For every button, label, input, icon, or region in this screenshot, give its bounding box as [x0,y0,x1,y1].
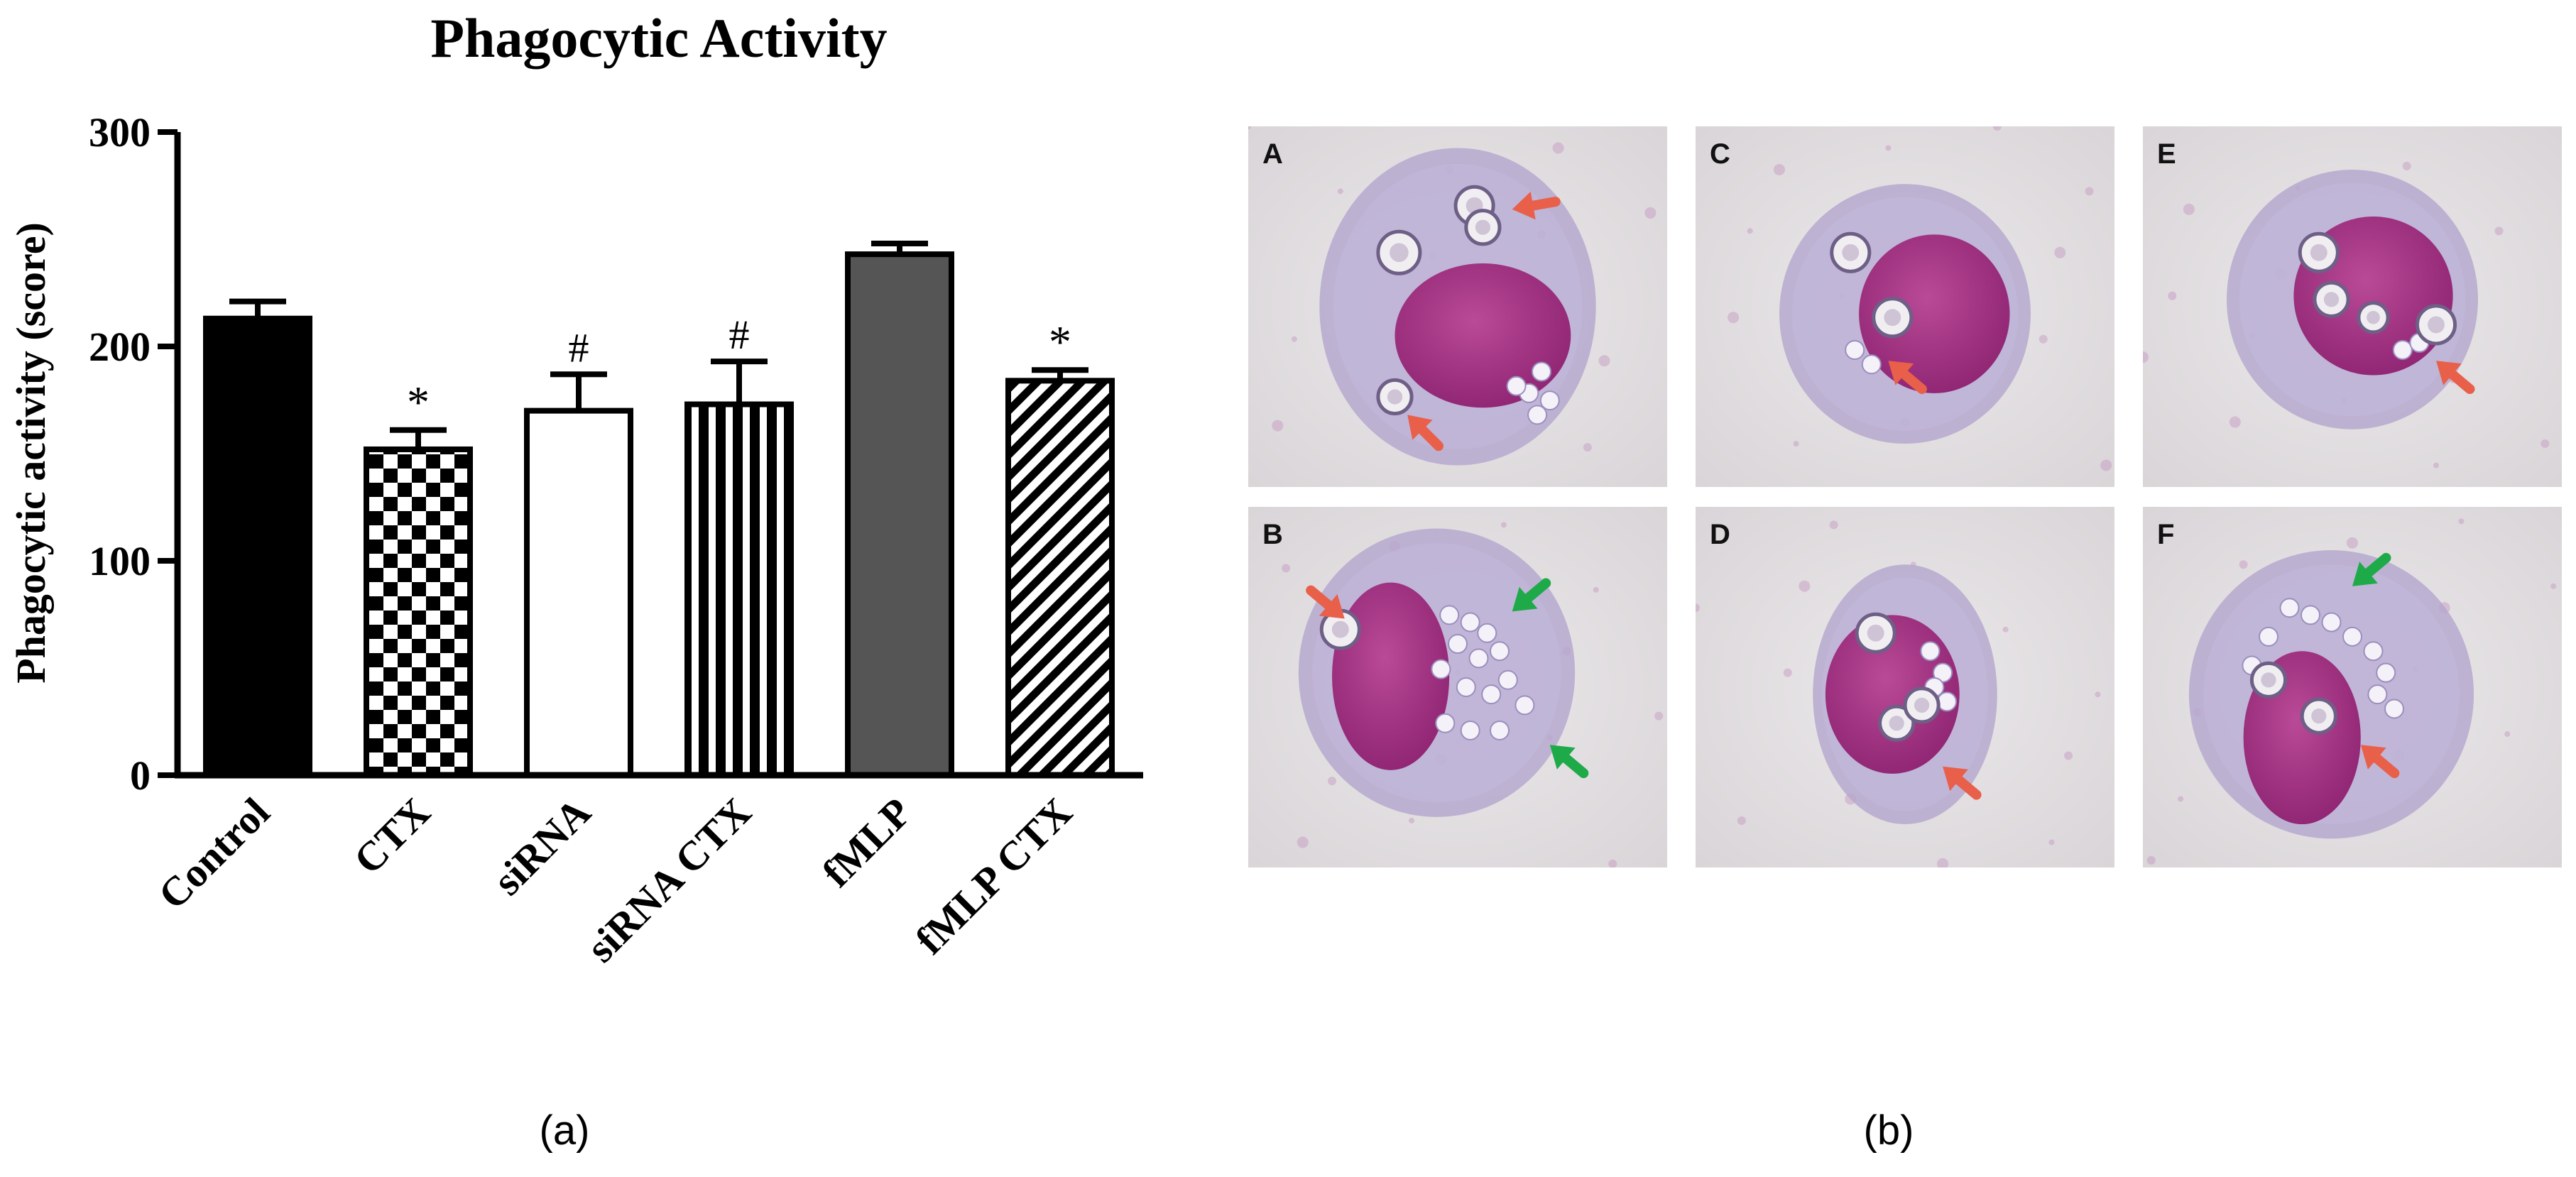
bar-sirna [524,407,633,778]
micrograph-letter: A [1262,138,1283,170]
micrograph-letter: F [2157,519,2174,550]
significance-mark: * [407,377,430,427]
panel-b-label: (b) [1864,1107,1914,1154]
y-axis-label: Phagocytic activity (score) [8,222,54,684]
bar-sirna-ctx [684,401,794,778]
bar-ctx [364,446,473,779]
bar-fmlp [845,251,954,778]
micrograph-f: F [2143,507,2562,867]
micrograph-letter: B [1262,519,1283,550]
chart-title: Phagocytic Activity [430,7,887,69]
y-tick-label: 200 [89,324,151,370]
significance-mark: # [569,324,589,371]
y-tick-label: 100 [89,538,151,584]
panel-a-label: (a) [540,1107,590,1154]
y-tick-label: 300 [89,109,151,155]
significance-mark: * [1049,317,1071,367]
significance-mark: # [729,312,750,358]
micrograph-letter: E [2157,138,2176,170]
y-tick-label: 0 [130,752,151,799]
x-tick-label: siRNA CTX [577,789,760,971]
bar-fmlp-ctx [1005,378,1115,778]
x-tick-label: Control [149,789,278,918]
y-axis: 0 100 200 300 [89,109,178,799]
micrograph-letter: D [1710,519,1730,550]
x-tick-label: fMLP CTX [907,789,1081,963]
bar-control [203,315,312,778]
micrograph-c: C [1696,126,2114,487]
micrograph-letter: C [1710,138,1730,170]
x-tick-label: CTX [345,789,440,883]
x-tick-label: siRNA [484,789,599,904]
micrograph-e: E [2143,126,2562,487]
micrograph-b: B [1248,507,1667,867]
micrograph-a: A [1248,126,1667,487]
micrograph-grid: A C E B D F [1248,126,2562,867]
bars: * # # * [203,241,1115,779]
micrograph-d: D [1696,507,2114,867]
x-tick-label: fMLP [813,789,920,896]
bar-chart: Phagocytic Activity Phagocytic activity … [8,7,1143,971]
